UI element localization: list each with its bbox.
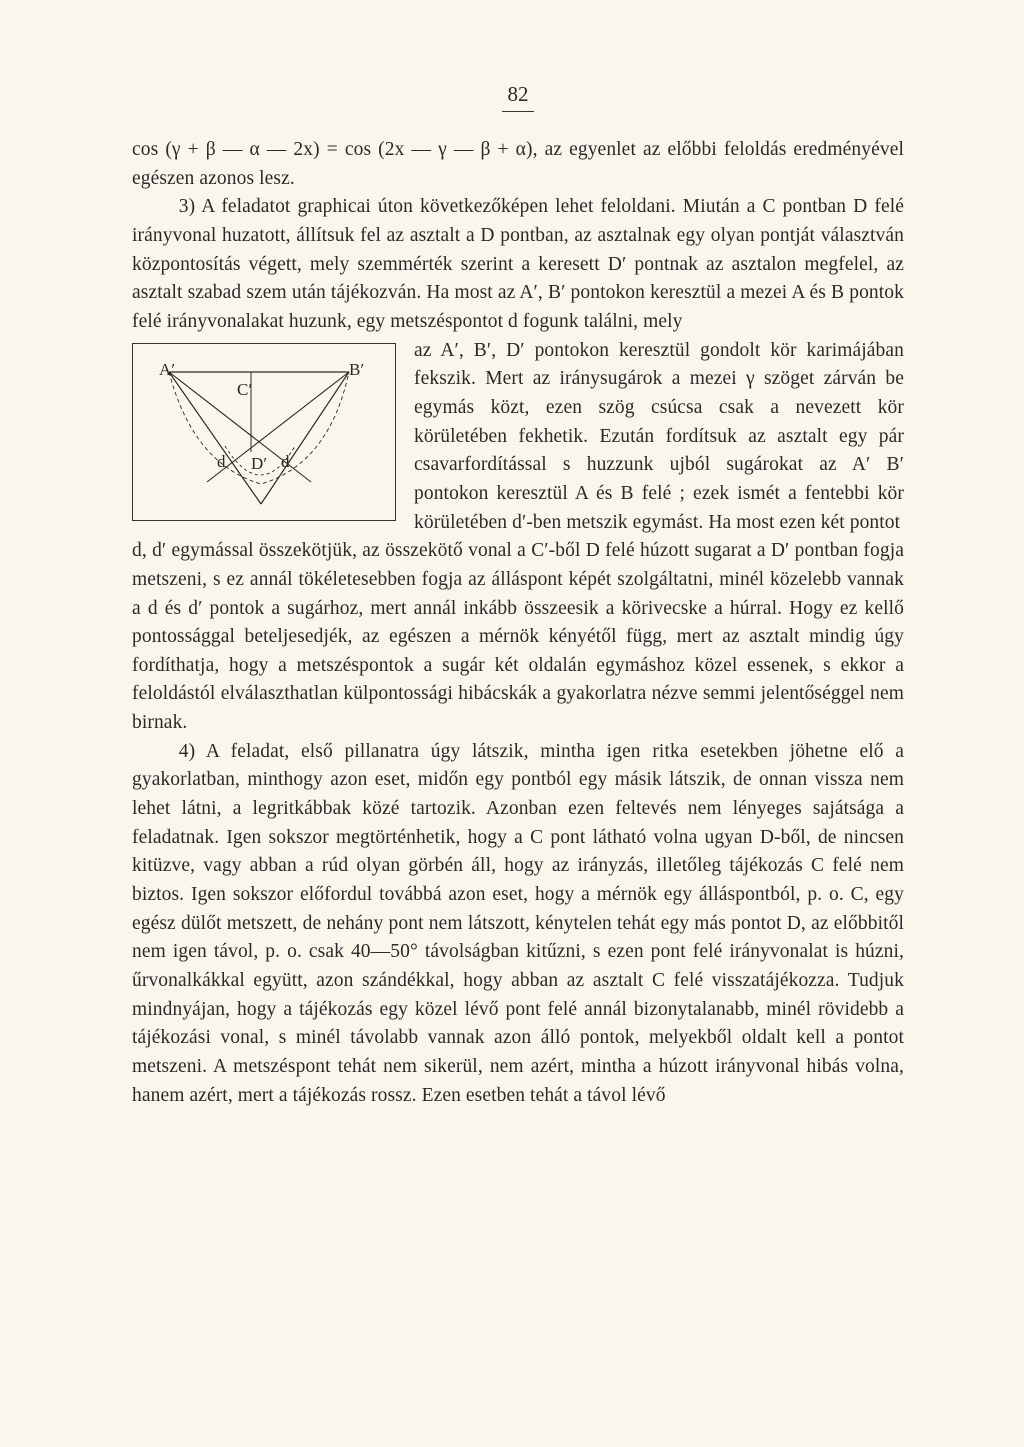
page: 82 cos (γ + β — α — 2x) = cos (2x — γ — … [0, 0, 1024, 1190]
paragraph-3b: d, d′ egymással összekötjük, az összeköt… [132, 537, 904, 738]
paragraph-4: 4) A feladat, első pillanatra úgy látszi… [132, 738, 904, 1111]
diagram-label-b: B′ [349, 358, 364, 383]
page-number-rule [502, 111, 534, 112]
page-number: 82 [132, 82, 904, 107]
diagram-container: A′ B′ C′ d D′ d [132, 343, 396, 521]
geometric-diagram: A′ B′ C′ d D′ d [132, 343, 396, 521]
diagram-label-c: C′ [237, 378, 252, 403]
wrap-text: az A′, B′, D′ pontokon keresztül gondolt… [414, 340, 904, 533]
wrapped-section: A′ B′ C′ d D′ d az A′, B′, D′ pontokon k… [132, 337, 904, 538]
diagram-label-d2: d [281, 450, 290, 475]
diagram-label-dprime: D′ [251, 452, 267, 477]
diagram-label-d: d [217, 450, 226, 475]
body-text: cos (γ + β — α — 2x) = cos (2x — γ — β +… [132, 136, 904, 1110]
paragraph-3a: 3) A feladatot graphicai úton következők… [132, 193, 904, 336]
equation-paragraph: cos (γ + β — α — 2x) = cos (2x — γ — β +… [132, 136, 904, 193]
diagram-label-a: A′ [159, 358, 175, 383]
